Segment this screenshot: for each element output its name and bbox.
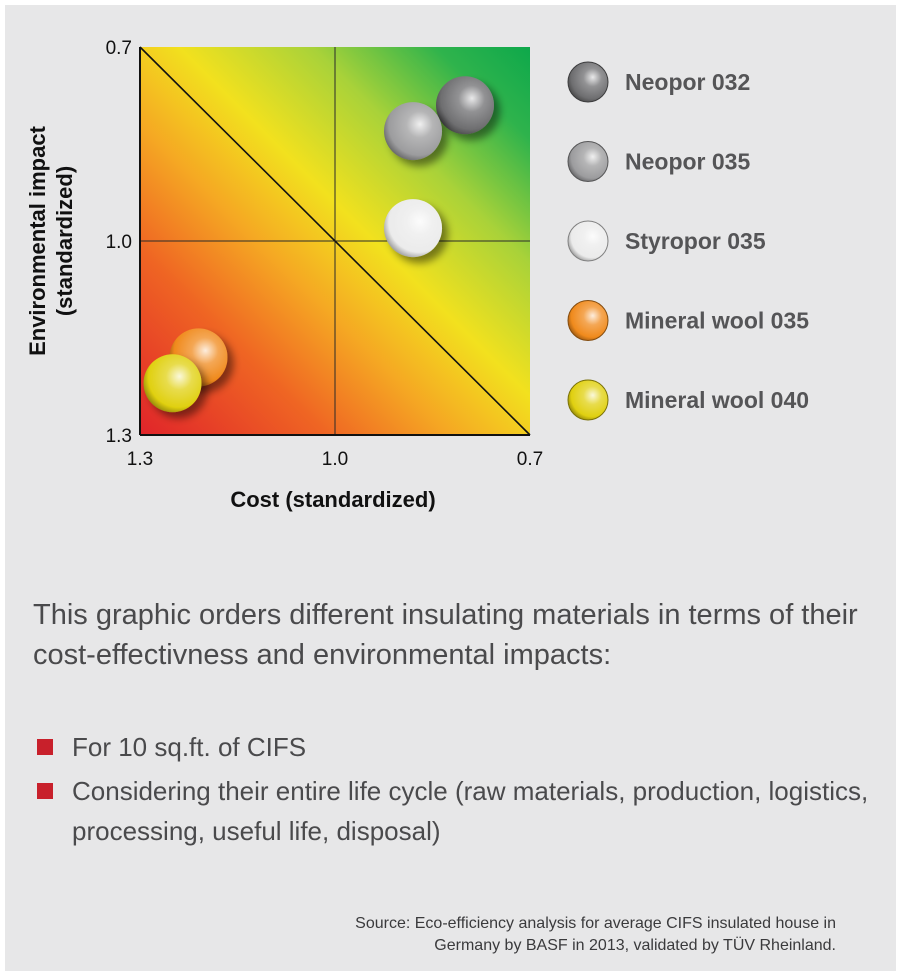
bullet-marker-icon <box>37 739 53 755</box>
y-axis-title-line: Environmental impact <box>25 125 50 356</box>
bullet-item: Considering their entire life cycle (raw… <box>35 771 885 851</box>
legend-marker <box>567 379 609 421</box>
source-note: Source: Eco-efficiency analysis for aver… <box>136 913 836 957</box>
y-tick-label: 0.7 <box>106 38 132 59</box>
legend-marker <box>567 141 609 182</box>
bullet-item: For 10 sq.ft. of CIFS <box>35 727 885 767</box>
x-axis-title: Cost (standardized) <box>230 487 435 512</box>
diagonal-line <box>139 46 531 436</box>
legend-label: Neopor 035 <box>625 149 750 175</box>
legend-label: Mineral wool 035 <box>625 308 809 334</box>
legend-label: Mineral wool 040 <box>625 387 809 413</box>
legend-marker <box>567 61 609 103</box>
bullet-marker-icon <box>37 783 53 799</box>
x-tick-label: 1.0 <box>322 449 348 470</box>
data-point <box>436 76 494 135</box>
bullet-text: Considering their entire life cycle (raw… <box>72 776 869 846</box>
source-line: Germany by BASF in 2013, validated by TÜ… <box>434 937 836 954</box>
legend-marker <box>567 220 609 262</box>
x-tick-label: 0.7 <box>517 449 543 470</box>
bullet-text: For 10 sq.ft. of CIFS <box>72 732 307 762</box>
y-axis-title-line: (standardized) <box>52 166 77 316</box>
y-tick-label: 1.0 <box>106 232 132 253</box>
legend-marker <box>567 300 609 341</box>
y-tick-label: 1.3 <box>106 426 132 447</box>
legend-label: Neopor 032 <box>625 69 750 95</box>
data-point <box>384 102 442 161</box>
bullet-list: For 10 sq.ft. of CIFS Considering their … <box>35 727 885 855</box>
legend-label: Styropor 035 <box>625 228 766 254</box>
data-point <box>384 199 442 258</box>
x-tick-label: 1.3 <box>127 449 153 470</box>
source-line: Source: Eco-efficiency analysis for aver… <box>355 915 836 932</box>
data-point <box>143 354 202 413</box>
eco-efficiency-chart: 1.3 1.0 0.7 0.7 1.0 1.3 Cost (standardized) Env… <box>25 38 809 512</box>
chart-description: This graphic orders different insulating… <box>33 599 858 671</box>
infographic-panel: 1.3 1.0 0.7 0.7 1.0 1.3 Cost (standardized) Env… <box>5 5 896 971</box>
